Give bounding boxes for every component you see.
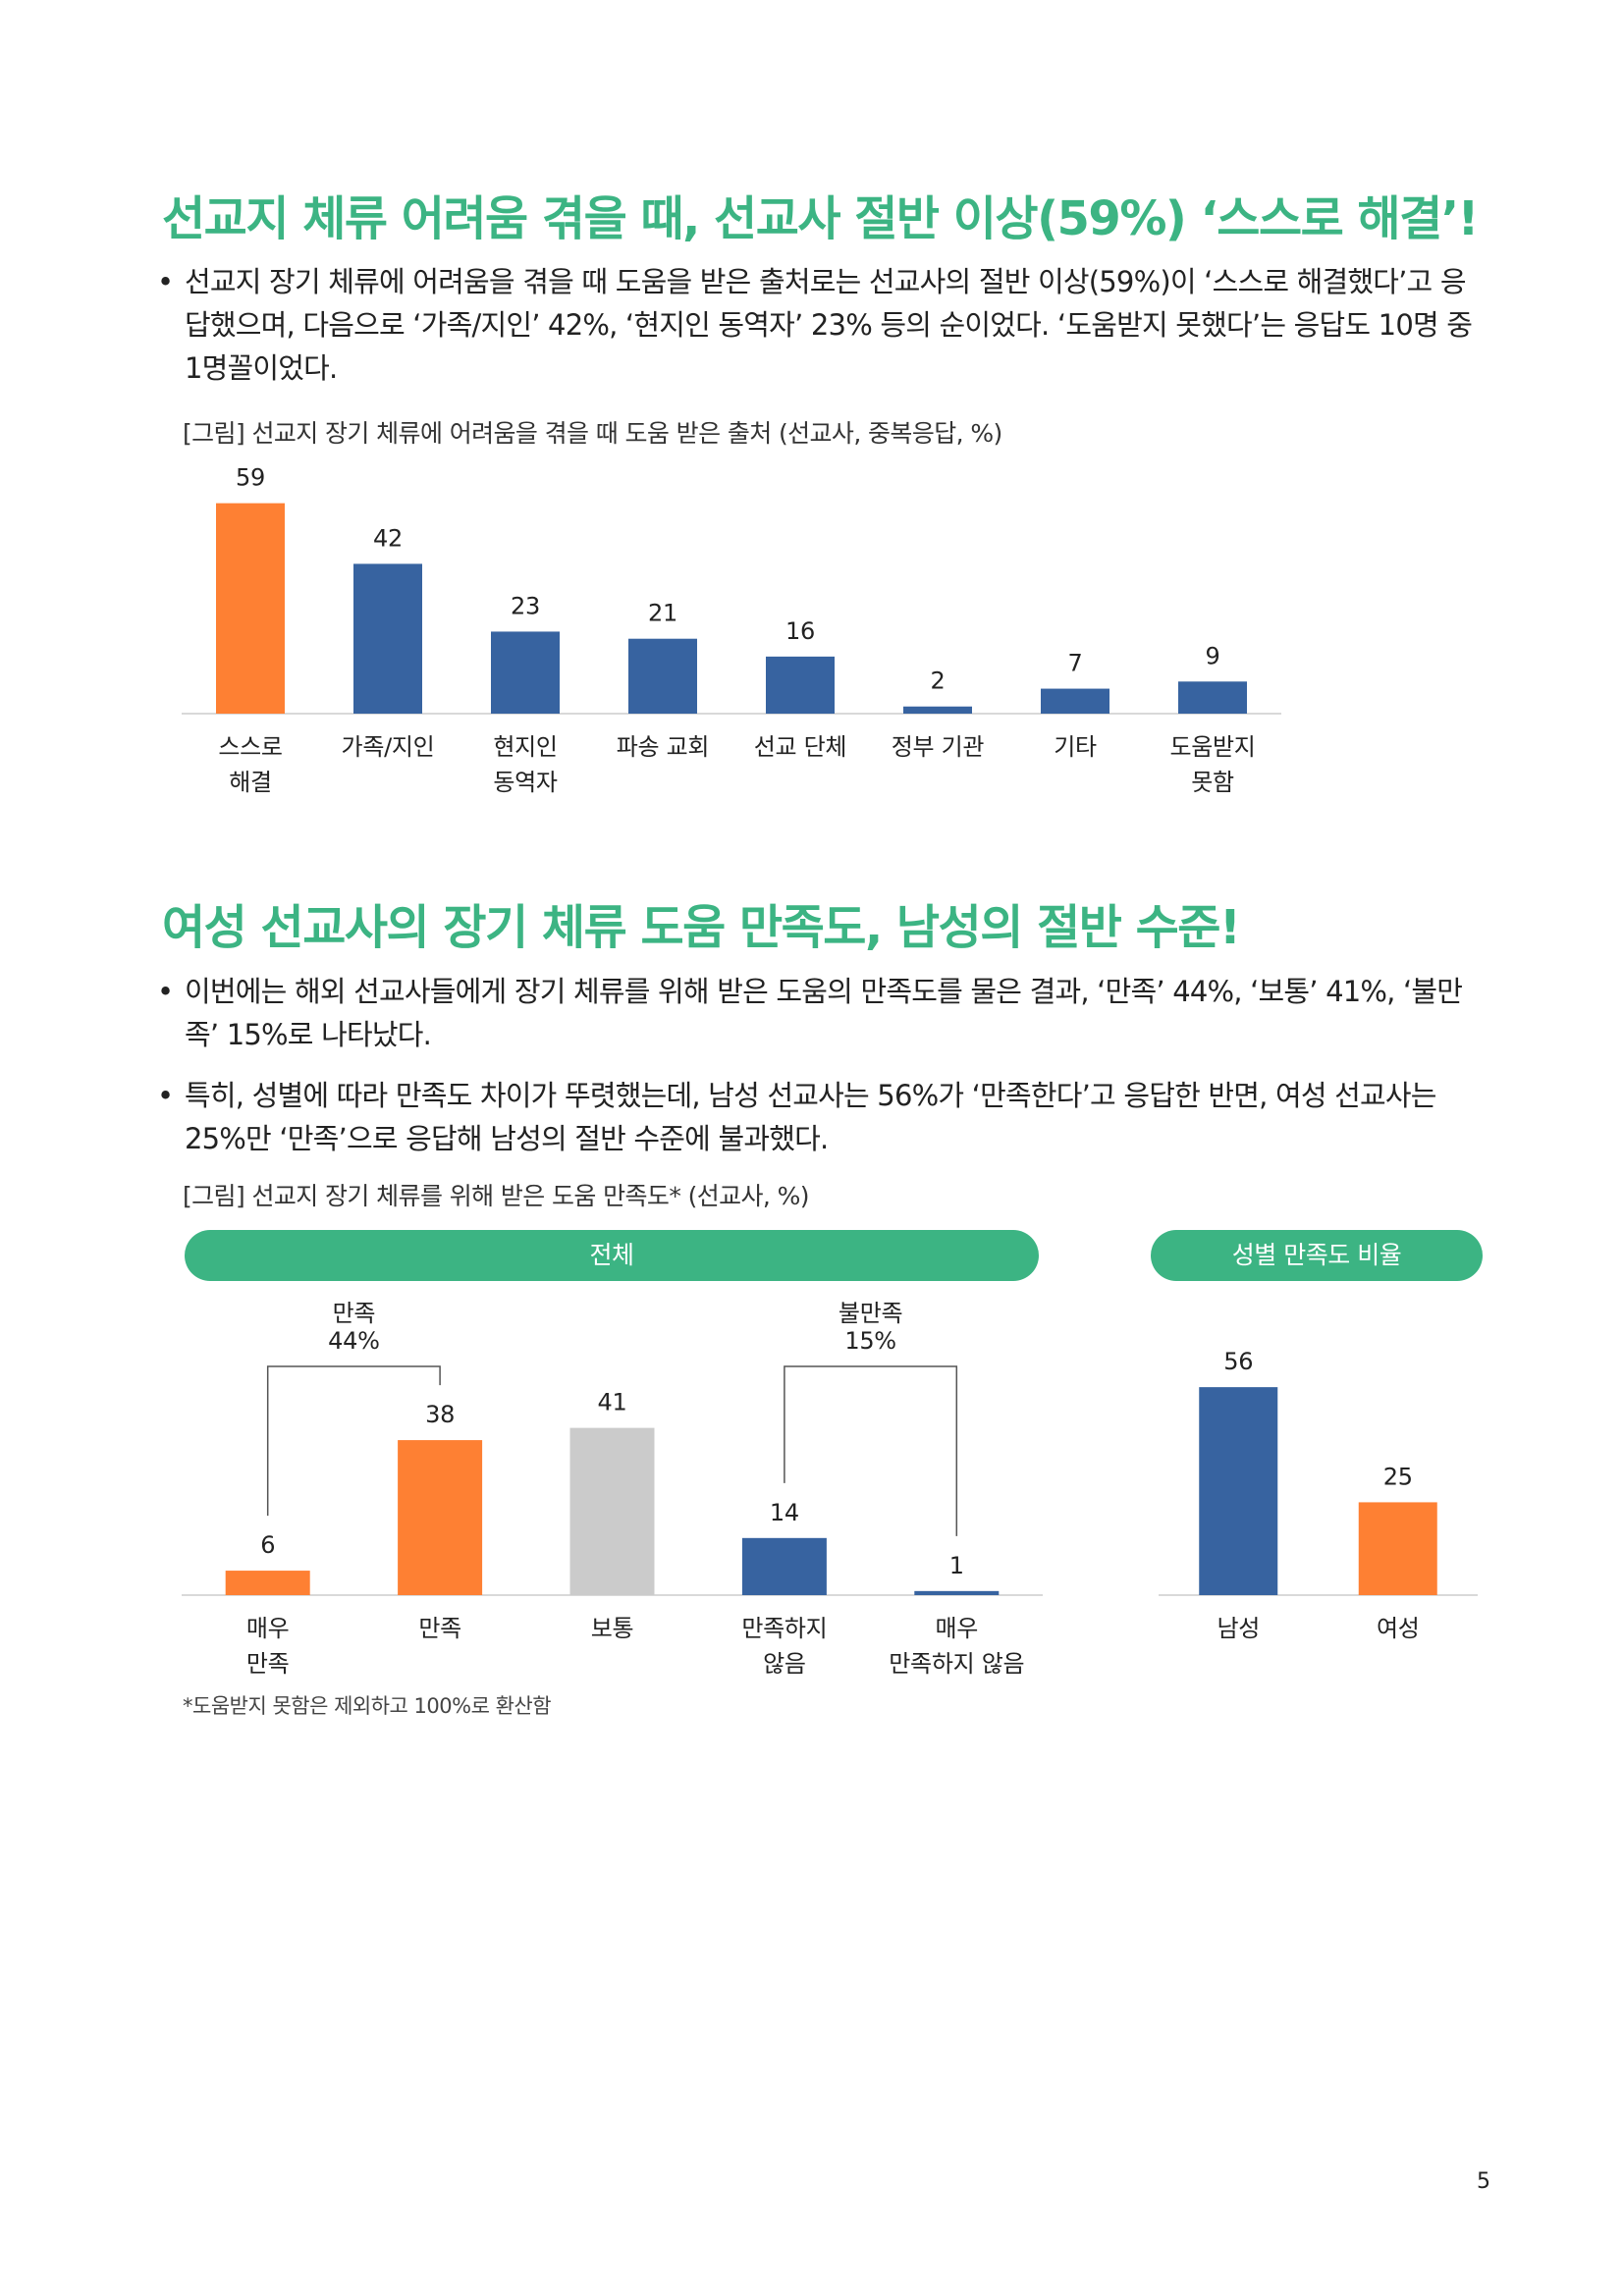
bar (225, 1571, 310, 1595)
category-label: 여성 (1377, 1615, 1420, 1642)
group-bracket (784, 1365, 958, 1536)
section-1-heading: 선교지 체류 어려움 겪을 때, 선교사 절반 이상(59%) ‘스스로 해결’… (162, 191, 1479, 246)
category-label: 만족 (246, 1650, 290, 1678)
section-2-bullets: 이번에는 해외 선교사들에게 장기 체류를 위해 받은 도움의 만족도를 물은 … (157, 970, 1483, 1178)
data-label: 21 (648, 600, 677, 627)
figure-2-title: [그림] 선교지 장기 체류를 위해 받은 도움 만족도* (선교사, %) (183, 1182, 810, 1210)
data-label: 6 (260, 1531, 275, 1559)
data-label: 9 (1206, 642, 1220, 669)
group-value: 15% (844, 1327, 895, 1355)
data-label: 56 (1223, 1348, 1253, 1375)
category-label: 만족하지 않음 (889, 1650, 1024, 1678)
category-label: 파송 교회 (617, 733, 709, 761)
category-label: 기타 (1054, 733, 1097, 761)
pill-gender: 성별 만족도 비율 (1151, 1230, 1483, 1281)
category-label: 선교 단체 (754, 733, 846, 761)
bar (353, 563, 422, 714)
page-number: 5 (1477, 2169, 1490, 2194)
data-label: 2 (931, 667, 946, 695)
bar (628, 638, 697, 714)
bar (216, 503, 285, 714)
section-1-bullet: 선교지 장기 체류에 어려움을 겪을 때 도움을 받은 출처로는 선교사의 절반… (157, 260, 1483, 390)
pill-total: 전체 (185, 1230, 1039, 1281)
bar (766, 656, 835, 714)
bar (741, 1537, 827, 1595)
section-2-heading: 여성 선교사의 장기 체류 도움 만족도, 남성의 절반 수준! (162, 900, 1241, 955)
category-label: 못함 (1191, 769, 1234, 796)
bar (1041, 688, 1109, 714)
section-1-bullets: 선교지 장기 체류에 어려움을 겪을 때 도움을 받은 출처로는 선교사의 절반… (157, 260, 1483, 407)
bar (1199, 1387, 1278, 1595)
data-label: 7 (1068, 650, 1083, 677)
bar (398, 1440, 483, 1595)
category-label: 스스로 (218, 733, 282, 761)
data-label: 38 (425, 1401, 455, 1428)
bar (491, 631, 560, 714)
category-label: 도움받지 (1169, 733, 1255, 761)
category-label: 동역자 (493, 769, 558, 796)
category-label: 해결 (229, 769, 272, 796)
data-label: 23 (511, 592, 540, 619)
section-2-bullet: 이번에는 해외 선교사들에게 장기 체류를 위해 받은 도움의 만족도를 물은 … (157, 970, 1483, 1056)
data-label: 42 (373, 524, 403, 552)
group-label: 불만족 (839, 1300, 902, 1327)
figure-1-title: [그림] 선교지 장기 체류에 어려움을 겪을 때 도움 받은 출처 (선교사,… (183, 419, 1002, 448)
data-label: 1 (949, 1552, 964, 1579)
data-label: 41 (598, 1389, 627, 1416)
group-bracket (266, 1365, 441, 1517)
category-label: 가족/지인 (342, 733, 435, 761)
footnote: *도움받지 못함은 제외하고 100%로 환산함 (183, 1694, 552, 1718)
group-label: 만족 (333, 1300, 376, 1327)
data-label: 14 (770, 1499, 799, 1526)
category-label: 않음 (763, 1650, 806, 1678)
bar (903, 706, 972, 714)
section-2-bullet: 특히, 성별에 따라 만족도 차이가 뚜렷했는데, 남성 선교사는 56%가 ‘… (157, 1074, 1483, 1160)
group-value: 44% (328, 1327, 379, 1355)
category-label: 정부 기관 (892, 733, 985, 761)
category-label: 보통 (591, 1615, 634, 1642)
data-label: 16 (785, 617, 815, 645)
category-label: 만족하지 (741, 1615, 827, 1642)
bar (569, 1427, 655, 1595)
bar (1178, 681, 1247, 714)
category-label: 매우 (246, 1615, 290, 1642)
bar (1358, 1502, 1437, 1595)
data-label: 59 (236, 464, 265, 492)
category-label: 매우 (936, 1615, 979, 1642)
bar (914, 1590, 1000, 1595)
gender-satisfaction-bar-chart: 56 남성 25 여성 (1159, 1348, 1478, 1642)
category-label: 남성 (1217, 1615, 1260, 1642)
data-label: 25 (1383, 1463, 1413, 1490)
category-label: 만족 (418, 1615, 461, 1642)
category-label: 현지인 (493, 733, 557, 761)
